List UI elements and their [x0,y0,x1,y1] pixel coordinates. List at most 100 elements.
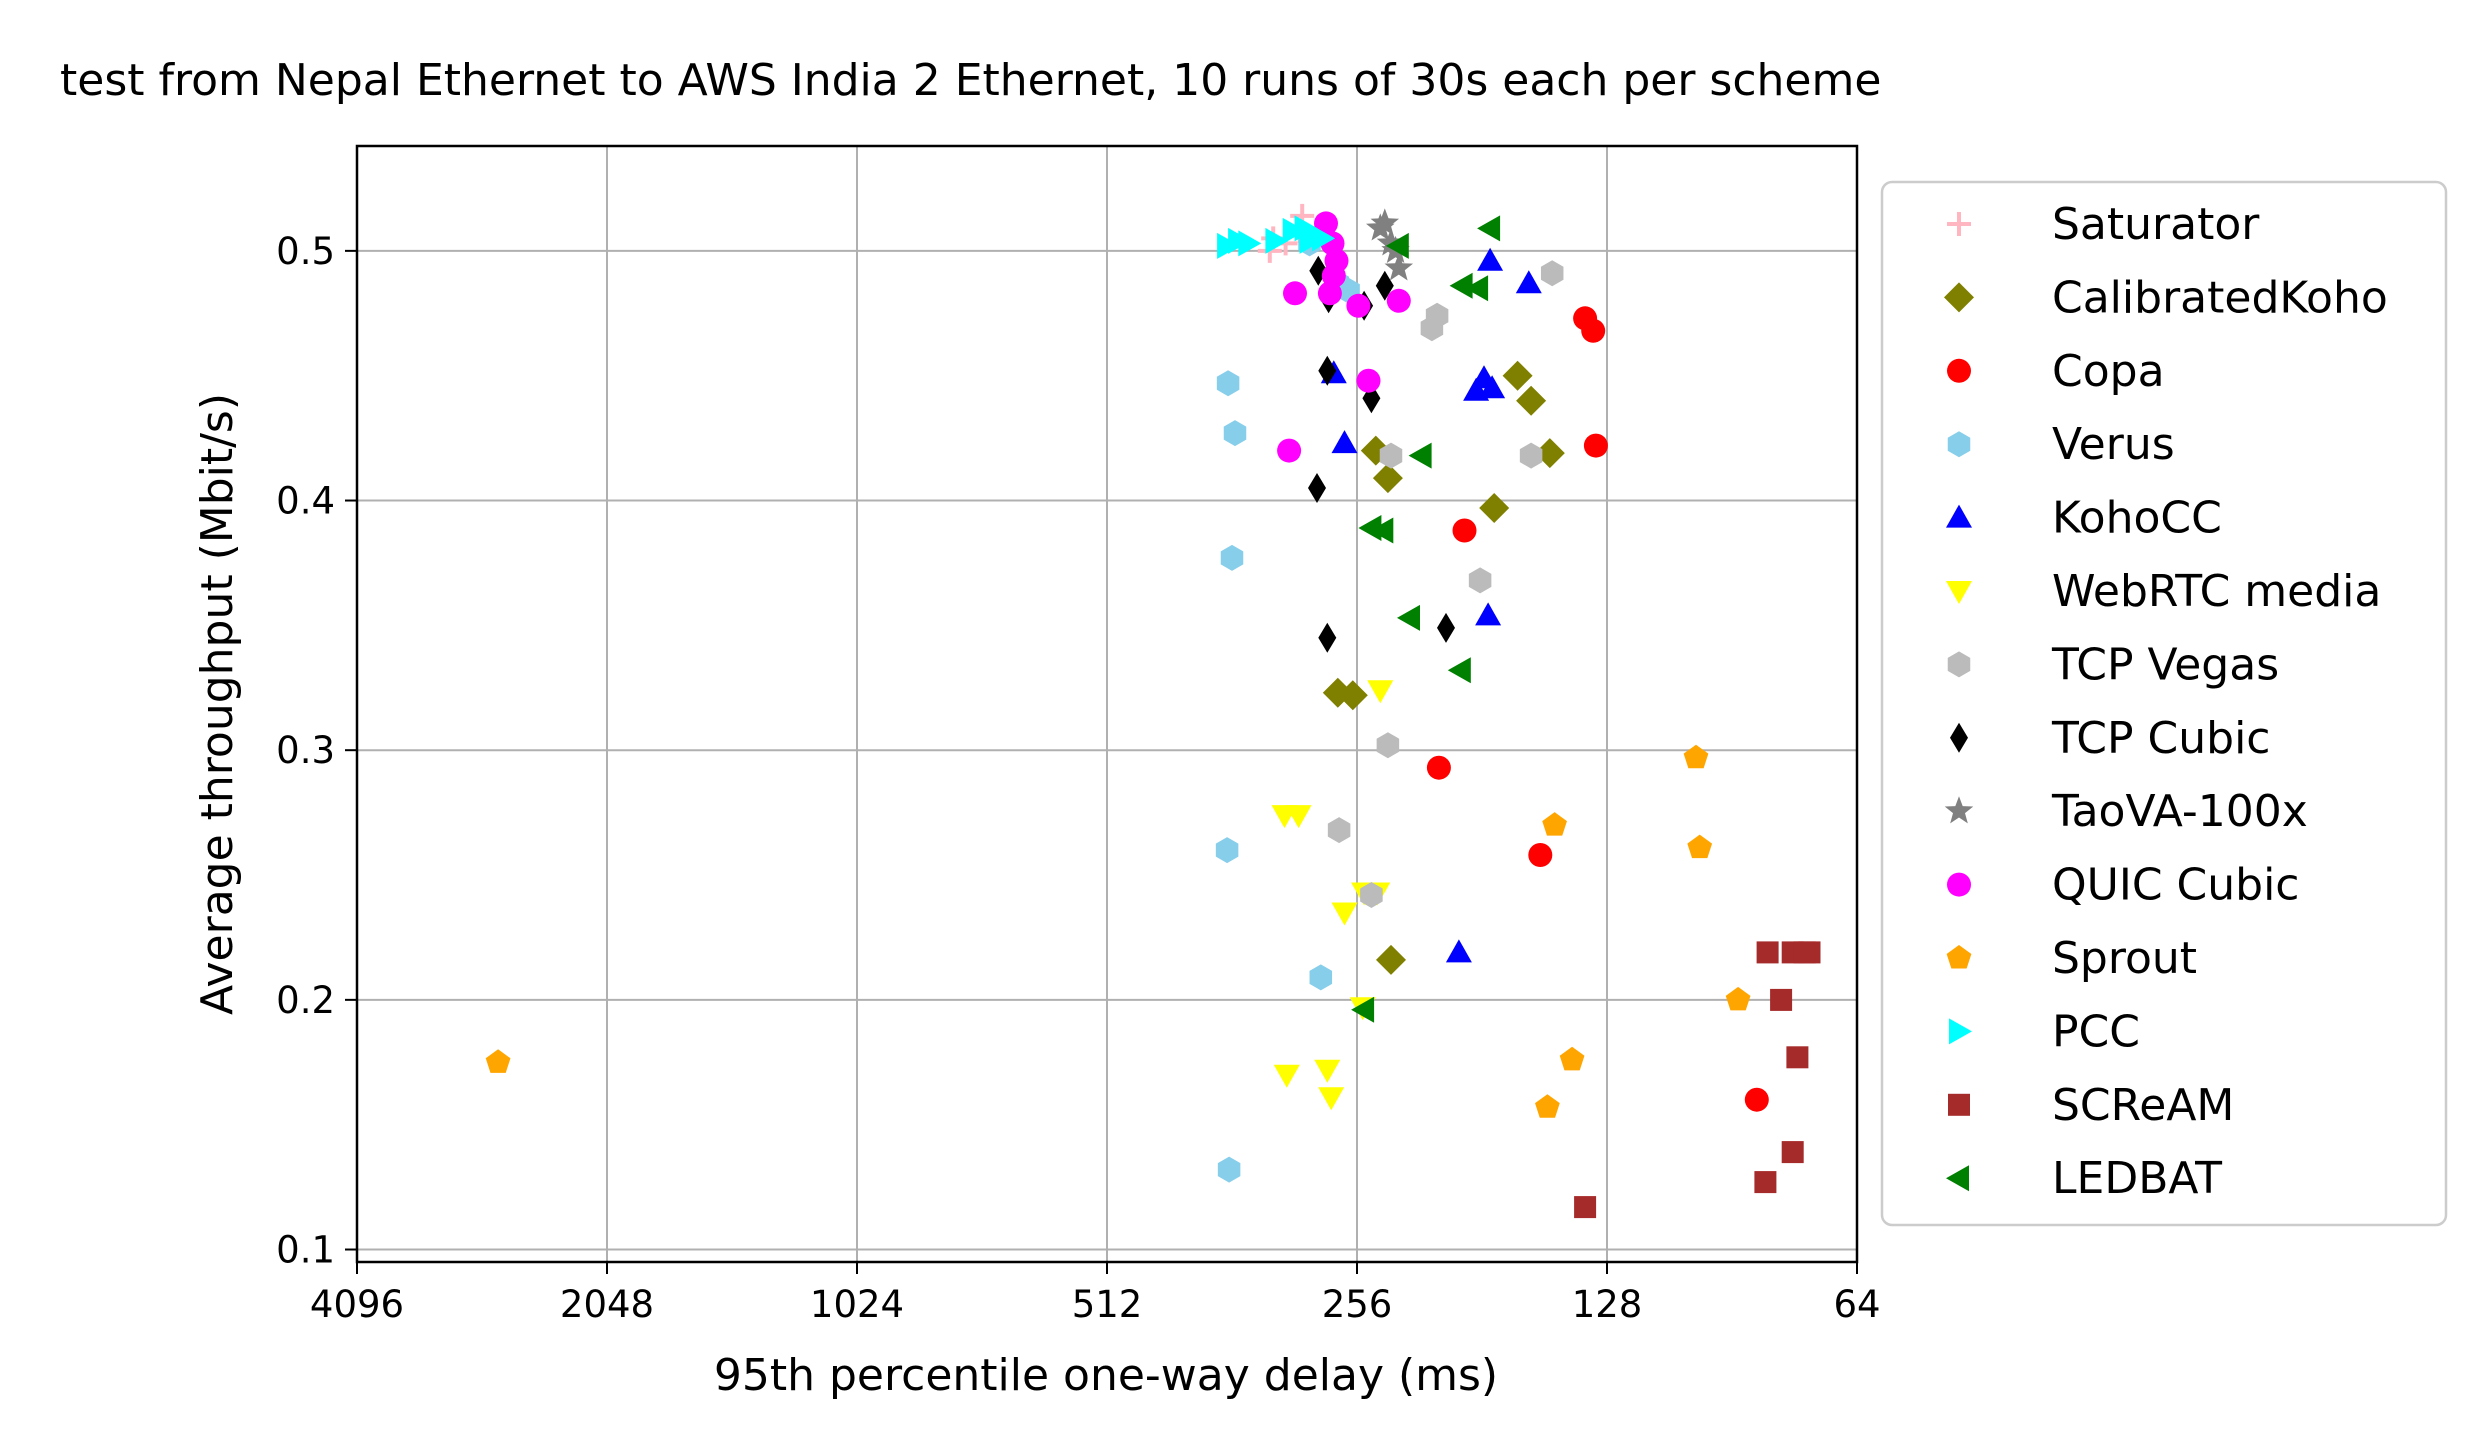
data-point [1331,902,1358,926]
series-scream [1574,941,1821,1219]
legend-item: PCC [1949,1006,2140,1057]
legend-label: PCC [2052,1006,2140,1057]
legend-item: Sprout [1946,933,2197,984]
data-point [1535,1094,1560,1118]
data-point [1397,604,1420,631]
data-point [1542,812,1567,836]
data-point [1358,515,1382,541]
data-point [1309,964,1333,991]
data-point [1468,567,1492,594]
y-tick-label: 0.5 [276,230,335,273]
data-point [1515,270,1542,294]
data-point [1408,442,1432,469]
data-point [1217,1156,1241,1183]
chart-title: test from Nepal Ethernet to AWS India 2 … [60,55,1881,106]
data-point [1452,518,1477,543]
data-point [1370,208,1400,236]
data-point [1216,370,1240,397]
data-point [1477,247,1504,271]
data-point [1540,260,1564,287]
legend-marker [1947,872,1971,897]
legend-marker [1946,581,1972,604]
legend-marker [1947,651,1971,678]
y-axis-label: Average throughput (Mbit/s) [192,393,243,1015]
data-point [1781,1141,1804,1164]
data-point [1375,270,1394,301]
data-point [1744,1087,1769,1112]
legend-label: CalibratedKoho [2052,272,2388,323]
legend-marker [1947,212,1971,236]
data-point [1356,368,1381,393]
data-point [1449,272,1473,299]
data-point [1318,622,1337,653]
legend-label: Sprout [2052,933,2197,984]
legend-item: TCP Vegas [1947,639,2279,690]
y-tick-label: 0.2 [276,979,335,1022]
data-point [1312,225,1336,252]
data-point [1725,986,1751,1011]
legend-marker [1946,1165,1969,1192]
series-pcc [1217,215,1336,259]
series-kohocc [1320,247,1542,963]
data-point [1346,293,1371,318]
data-point [1479,493,1510,523]
data-point [1437,612,1455,643]
data-point [1687,834,1713,859]
legend-item: LEDBAT [1946,1153,2222,1204]
legend-label: QUIC Cubic [2052,860,2299,911]
data-point [1271,805,1298,829]
legend-item: CalibratedKoho [1944,272,2388,323]
series-tcp-vegas [1327,260,1564,908]
x-tick-label: 128 [1572,1283,1643,1326]
legend-item: SCReAM [1948,1080,2234,1131]
data-point [1337,680,1368,711]
data-point [1277,438,1302,463]
data-point [1265,227,1289,254]
legend-label: TCP Vegas [2051,639,2279,690]
data-point [1770,988,1793,1011]
series-sprout [485,744,1751,1118]
data-point [1273,1064,1300,1088]
data-point [1282,217,1306,244]
legend-label: Copa [2052,346,2165,397]
legend-item: KohoCC [1946,493,2222,544]
data-point [1445,939,1472,963]
data-point [1581,318,1606,343]
data-point [1477,215,1501,242]
legend-marker [1944,282,1974,313]
legend-marker [1950,722,1968,753]
y-tick-label: 0.3 [276,729,335,772]
y-tick-label: 0.4 [276,480,335,523]
legend-label: Verus [2052,419,2175,470]
data-point [1426,755,1451,780]
data-point [1754,1171,1777,1194]
legend-label: TaoVA-100x [2051,786,2308,837]
gridlines [356,146,1858,1262]
y-axis-ticks: 0.1 0.2 0.3 0.4 0.5 [276,230,357,1272]
data-point [1215,837,1239,864]
data-point [1447,657,1471,684]
data-point [1370,517,1394,544]
data-point [1351,996,1375,1023]
data-point [1559,1046,1585,1071]
data-point [1683,744,1709,769]
data-point [1376,228,1406,256]
data-point [485,1049,511,1073]
data-point [1479,375,1506,399]
series-calibratedkoho [1322,360,1565,975]
data-point [1376,732,1400,759]
data-point [1798,941,1821,964]
legend-label: KohoCC [2052,493,2222,544]
legend-item: Saturator [1947,199,2260,250]
data-point [1528,843,1553,867]
x-tick-label: 64 [1833,1283,1880,1326]
legend-marker [1949,1018,1972,1045]
data-point [1372,463,1403,494]
legend-marker [1946,945,1972,969]
legend-box [1880,180,2448,1227]
legend-item: WebRTC media [1946,566,2381,617]
data-point [1516,385,1547,416]
data-point [1384,253,1414,281]
legend-marker [1947,358,1971,383]
